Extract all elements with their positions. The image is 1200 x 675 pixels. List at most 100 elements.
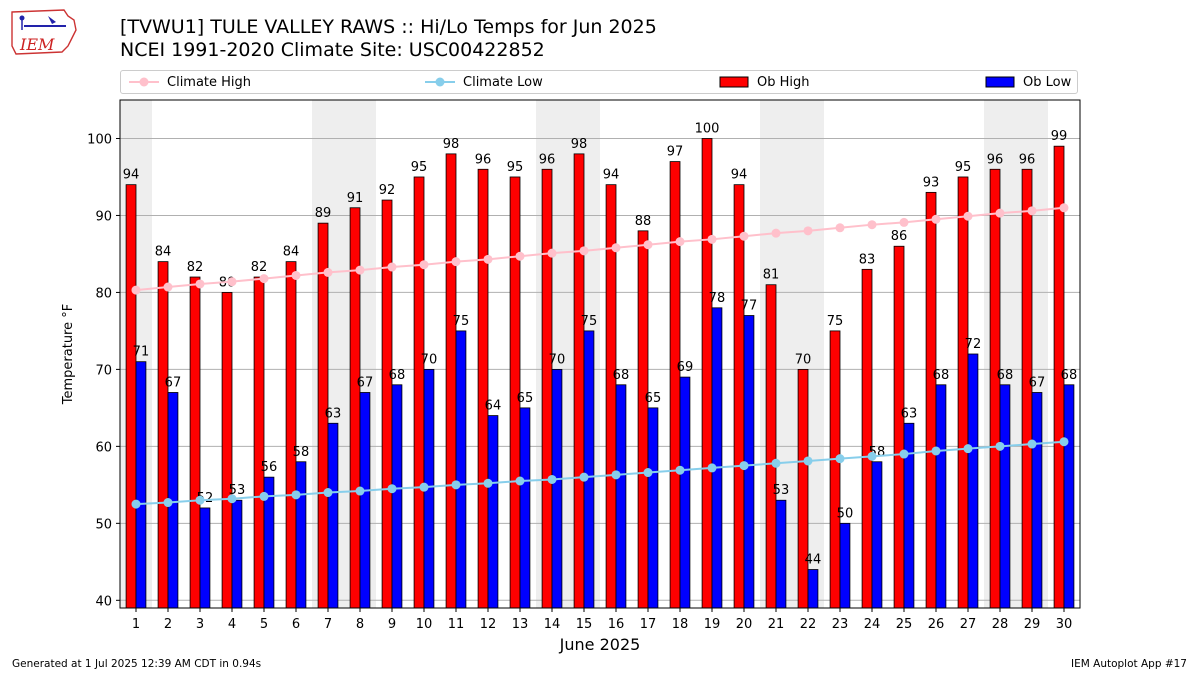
ob-low-bar-17 [647,407,659,609]
ob-low-bar-23 [839,522,851,609]
climate-low-point-2 [163,498,173,508]
climate-high-point-3 [195,279,205,289]
ob-low-label-19: 78 [709,291,726,306]
x-tick-label-16: 16 [608,617,625,632]
climate-low-point-20 [739,461,749,471]
climate-high-point-23 [835,223,845,233]
x-tick-label-14: 14 [544,617,561,632]
x-tick-label-12: 12 [480,617,497,632]
ob-low-label-2: 67 [165,375,182,390]
climate-low-point-3 [195,495,205,505]
ob-low-label-8: 67 [357,375,374,390]
ob-high-bar-25 [893,245,905,609]
iem-logo: IEM [8,6,82,60]
ob-high-label-23: 75 [827,314,844,329]
climate-high-point-14 [547,248,557,258]
x-tick-label-21: 21 [768,617,785,632]
ob-high-bar-26 [925,191,937,609]
climate-high-point-20 [739,231,749,241]
legend-item-ob-low: Ob Low [985,71,1071,93]
x-tick-label-9: 9 [388,617,396,632]
climate-low-point-12 [483,478,493,488]
ob-high-bar-5 [253,276,265,609]
ob-low-bar-8 [359,392,371,609]
ob-high-label-22: 70 [795,352,812,367]
chart-subtitle: NCEI 1991-2020 Climate Site: USC00422852 [120,39,545,61]
climate-low-point-29 [1027,439,1037,449]
climate-low-point-19 [707,463,717,473]
climate-high-point-26 [931,214,941,224]
ob-high-label-17: 88 [635,214,652,229]
ob-high-bar-3 [189,276,201,609]
ob-low-label-26: 68 [933,368,950,383]
ob-low-label-12: 64 [485,399,502,414]
ob-low-label-15: 75 [581,314,598,329]
climate-high-point-18 [675,237,685,247]
climate-low-point-7 [323,488,333,498]
climate-high-point-30 [1059,203,1069,213]
ob-high-label-19: 100 [695,121,720,136]
ob-low-bar-22 [807,569,819,609]
ob-high-bar-1 [125,184,137,609]
climate-high-point-27 [963,211,973,221]
ob-high-label-2: 84 [155,245,172,260]
climate-high-point-17 [643,240,653,250]
ob-low-bar-19 [711,307,723,609]
legend-item-climate-high: Climate High [129,71,251,93]
climate-low-point-14 [547,474,557,484]
ob-low-bar-14 [551,368,563,609]
ob-low-bar-16 [615,384,627,609]
ob-low-bar-7 [327,422,339,609]
ob-high-bar-11 [445,153,457,609]
x-tick-label-27: 27 [960,617,977,632]
y-tick-label-90: 90 [95,209,112,224]
y-tick-label-50: 50 [95,517,112,532]
climate-low-point-18 [675,465,685,475]
x-tick-label-18: 18 [672,617,689,632]
x-tick-label-6: 6 [292,617,300,632]
ob-high-label-28: 96 [987,152,1004,167]
climate-high-point-6 [291,270,301,280]
ob-low-label-10: 70 [421,352,438,367]
climate-low-point-8 [355,486,365,496]
climate-low-point-25 [899,449,909,459]
ob-high-bar-27 [957,176,969,609]
climate-high-point-10 [419,260,429,270]
y-tick-label-70: 70 [95,363,112,378]
legend-label-climate-high: Climate High [167,74,252,90]
climate-high-point-16 [611,243,621,253]
ob-high-label-12: 96 [475,152,492,167]
x-tick-label-22: 22 [800,617,817,632]
ob-high-bar-21 [765,284,777,609]
ob-low-bar-26 [935,384,947,609]
ob-low-bar-6 [295,461,307,609]
ob-low-label-20: 77 [741,299,758,314]
ob-high-label-7: 89 [315,206,332,221]
ob-low-label-1: 71 [133,345,150,360]
climate-high-swatch [129,77,159,87]
ob-high-bar-10 [413,176,425,609]
logo-text: IEM [19,35,55,54]
climate-low-point-23 [835,454,845,464]
legend-item-climate-low: Climate Low [425,71,543,93]
x-tick-label-11: 11 [448,617,465,632]
y-tick-label-100: 100 [87,132,112,147]
ob-low-bar-24 [871,461,883,609]
ob-high-label-5: 82 [251,260,268,275]
climate-low-point-26 [931,446,941,456]
ob-low-label-28: 68 [997,368,1014,383]
ob-high-bar-4 [221,292,233,609]
climate-high-point-2 [163,282,173,292]
ob-low-label-6: 58 [293,445,310,460]
climate-high-point-1 [131,285,141,295]
ob-low-label-21: 53 [773,483,790,498]
ob-high-bar-20 [733,184,745,609]
climate-low-point-21 [771,458,781,468]
ob-low-bar-30 [1063,384,1075,609]
climate-high-point-21 [771,228,781,238]
ob-high-label-9: 92 [379,183,396,198]
plot-frame [119,99,1081,609]
climate-low-point-17 [643,468,653,478]
y-tick-label-40: 40 [95,594,112,609]
